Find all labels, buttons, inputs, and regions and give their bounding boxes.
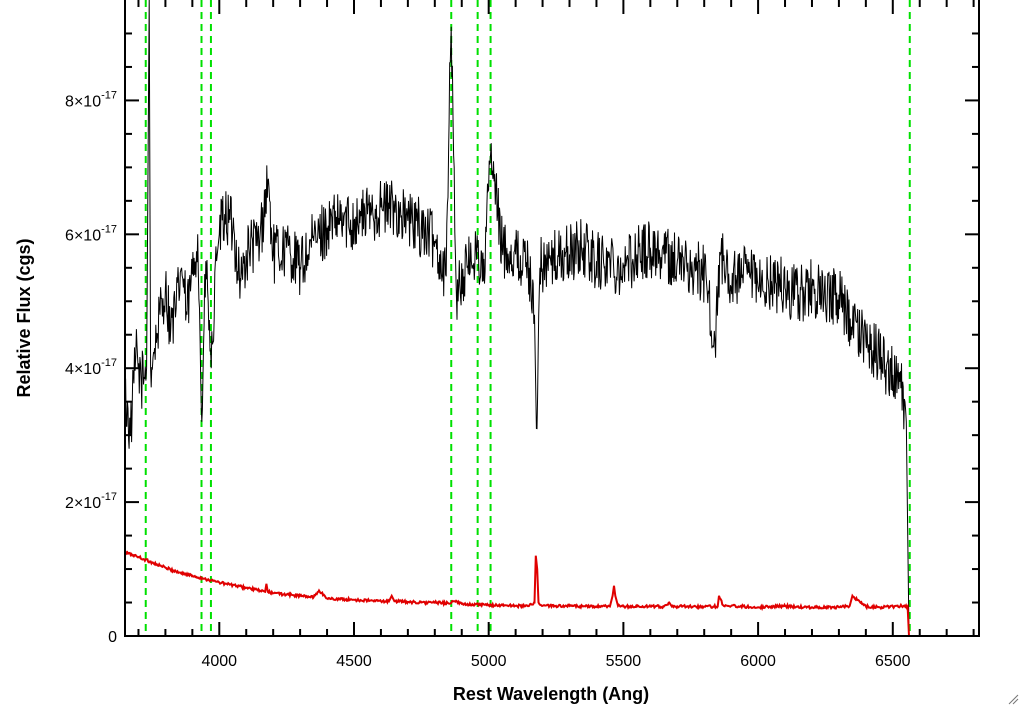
resize-grip-icon[interactable] <box>1008 694 1019 705</box>
x-tick-label: 4500 <box>336 653 372 670</box>
y-tick-label: 8×10-17 <box>65 89 117 110</box>
x-axis-title: Rest Wavelength (Ang) <box>453 684 649 704</box>
emission-line-markers <box>144 0 911 636</box>
y-tick-label: 6×10-17 <box>65 223 117 244</box>
x-tick-label: 6000 <box>740 653 776 670</box>
x-tick-label: 6500 <box>875 653 911 670</box>
x-tick-label: 5000 <box>471 653 507 670</box>
y-tick-label: 4×10-17 <box>65 357 117 378</box>
x-tick-labels: 4000 4500 5000 5500 6000 6500 <box>201 653 910 670</box>
y-tick-labels: 0 2×10-17 4×10-17 6×10-17 8×10-17 <box>65 89 117 646</box>
flux-series <box>124 0 979 637</box>
plot-frame <box>124 0 980 637</box>
y-tick-label: 0 <box>108 629 117 646</box>
error-series <box>124 550 979 637</box>
y-axis-title: Relative Flux (cgs) <box>14 238 34 397</box>
y-tick-label: 2×10-17 <box>65 491 117 512</box>
series-layer <box>124 0 979 637</box>
x-tick-label: 4000 <box>201 653 237 670</box>
axis-ticks <box>125 0 979 637</box>
x-tick-label: 5500 <box>606 653 642 670</box>
